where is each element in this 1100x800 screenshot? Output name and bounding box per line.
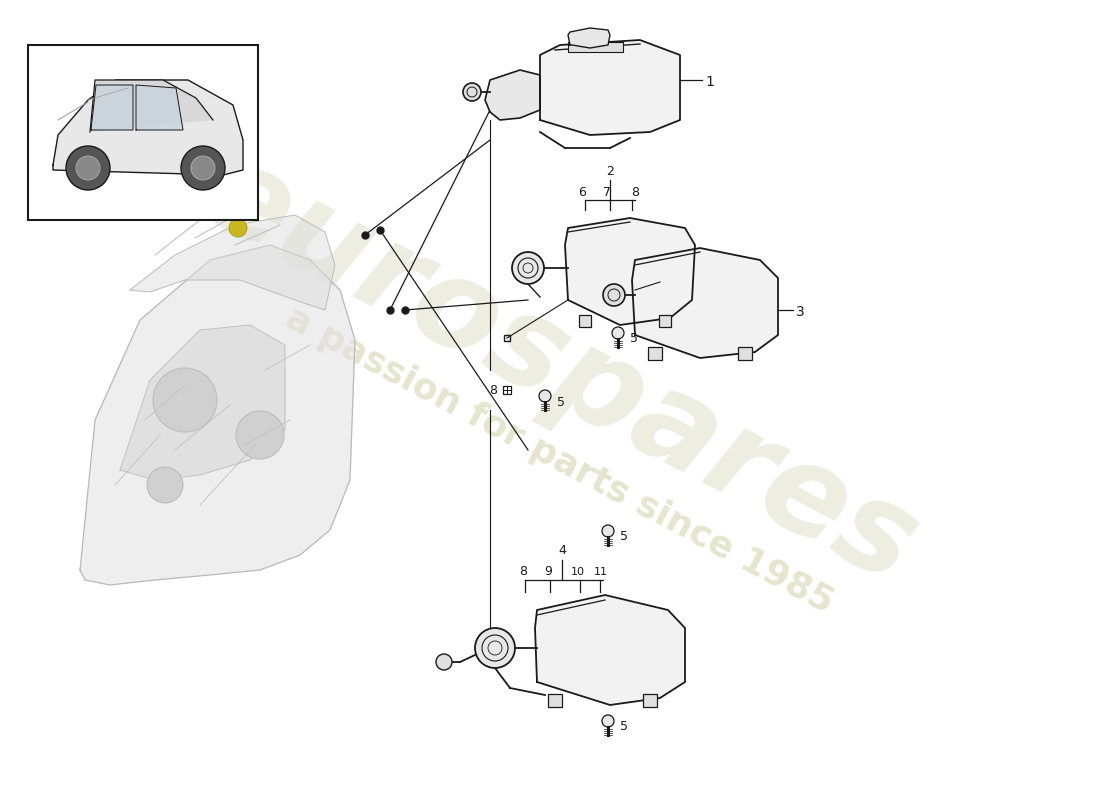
Text: 6: 6 [579, 186, 586, 199]
Circle shape [436, 654, 452, 670]
Polygon shape [120, 325, 285, 480]
Polygon shape [485, 70, 540, 120]
Circle shape [236, 411, 284, 459]
Circle shape [229, 219, 248, 237]
Polygon shape [568, 28, 611, 48]
Circle shape [191, 156, 214, 180]
Polygon shape [632, 248, 778, 358]
Bar [548, 694, 562, 707]
Text: 5: 5 [630, 333, 638, 346]
Circle shape [603, 284, 625, 306]
Polygon shape [90, 80, 213, 132]
Bar [503, 386, 512, 394]
Text: 1: 1 [705, 75, 714, 89]
Polygon shape [53, 80, 243, 175]
Circle shape [147, 467, 183, 503]
Circle shape [539, 390, 551, 402]
Text: 8: 8 [519, 565, 527, 578]
Polygon shape [91, 85, 133, 130]
Text: 5: 5 [620, 530, 628, 543]
Text: 11: 11 [594, 567, 608, 577]
Polygon shape [130, 215, 336, 310]
Bar [644, 694, 657, 707]
Bar [579, 315, 591, 327]
Circle shape [463, 83, 481, 101]
Bar [28, 45, 258, 220]
Circle shape [602, 525, 614, 537]
Circle shape [612, 327, 624, 339]
Circle shape [66, 146, 110, 190]
Polygon shape [80, 245, 355, 585]
Text: 8: 8 [631, 186, 639, 199]
Text: 2: 2 [606, 165, 614, 178]
Text: 7: 7 [603, 186, 611, 199]
Polygon shape [540, 40, 680, 135]
Circle shape [475, 628, 515, 668]
Circle shape [512, 252, 544, 284]
Text: 9: 9 [544, 565, 552, 578]
Text: eurospares: eurospares [183, 131, 937, 609]
Text: 4: 4 [558, 544, 565, 557]
Polygon shape [136, 85, 183, 130]
Text: 8: 8 [490, 383, 497, 397]
Polygon shape [565, 218, 695, 325]
Circle shape [76, 156, 100, 180]
Bar [659, 315, 671, 327]
Text: 10: 10 [571, 567, 585, 577]
Circle shape [182, 146, 225, 190]
Bar [568, 42, 623, 52]
Text: a passion for parts since 1985: a passion for parts since 1985 [280, 301, 839, 619]
Text: 5: 5 [557, 395, 565, 409]
Text: 5: 5 [620, 721, 628, 734]
Text: 3: 3 [796, 305, 805, 319]
Circle shape [153, 368, 217, 432]
Polygon shape [535, 595, 685, 705]
Bar [648, 347, 662, 360]
Circle shape [602, 715, 614, 727]
Bar [738, 347, 752, 360]
